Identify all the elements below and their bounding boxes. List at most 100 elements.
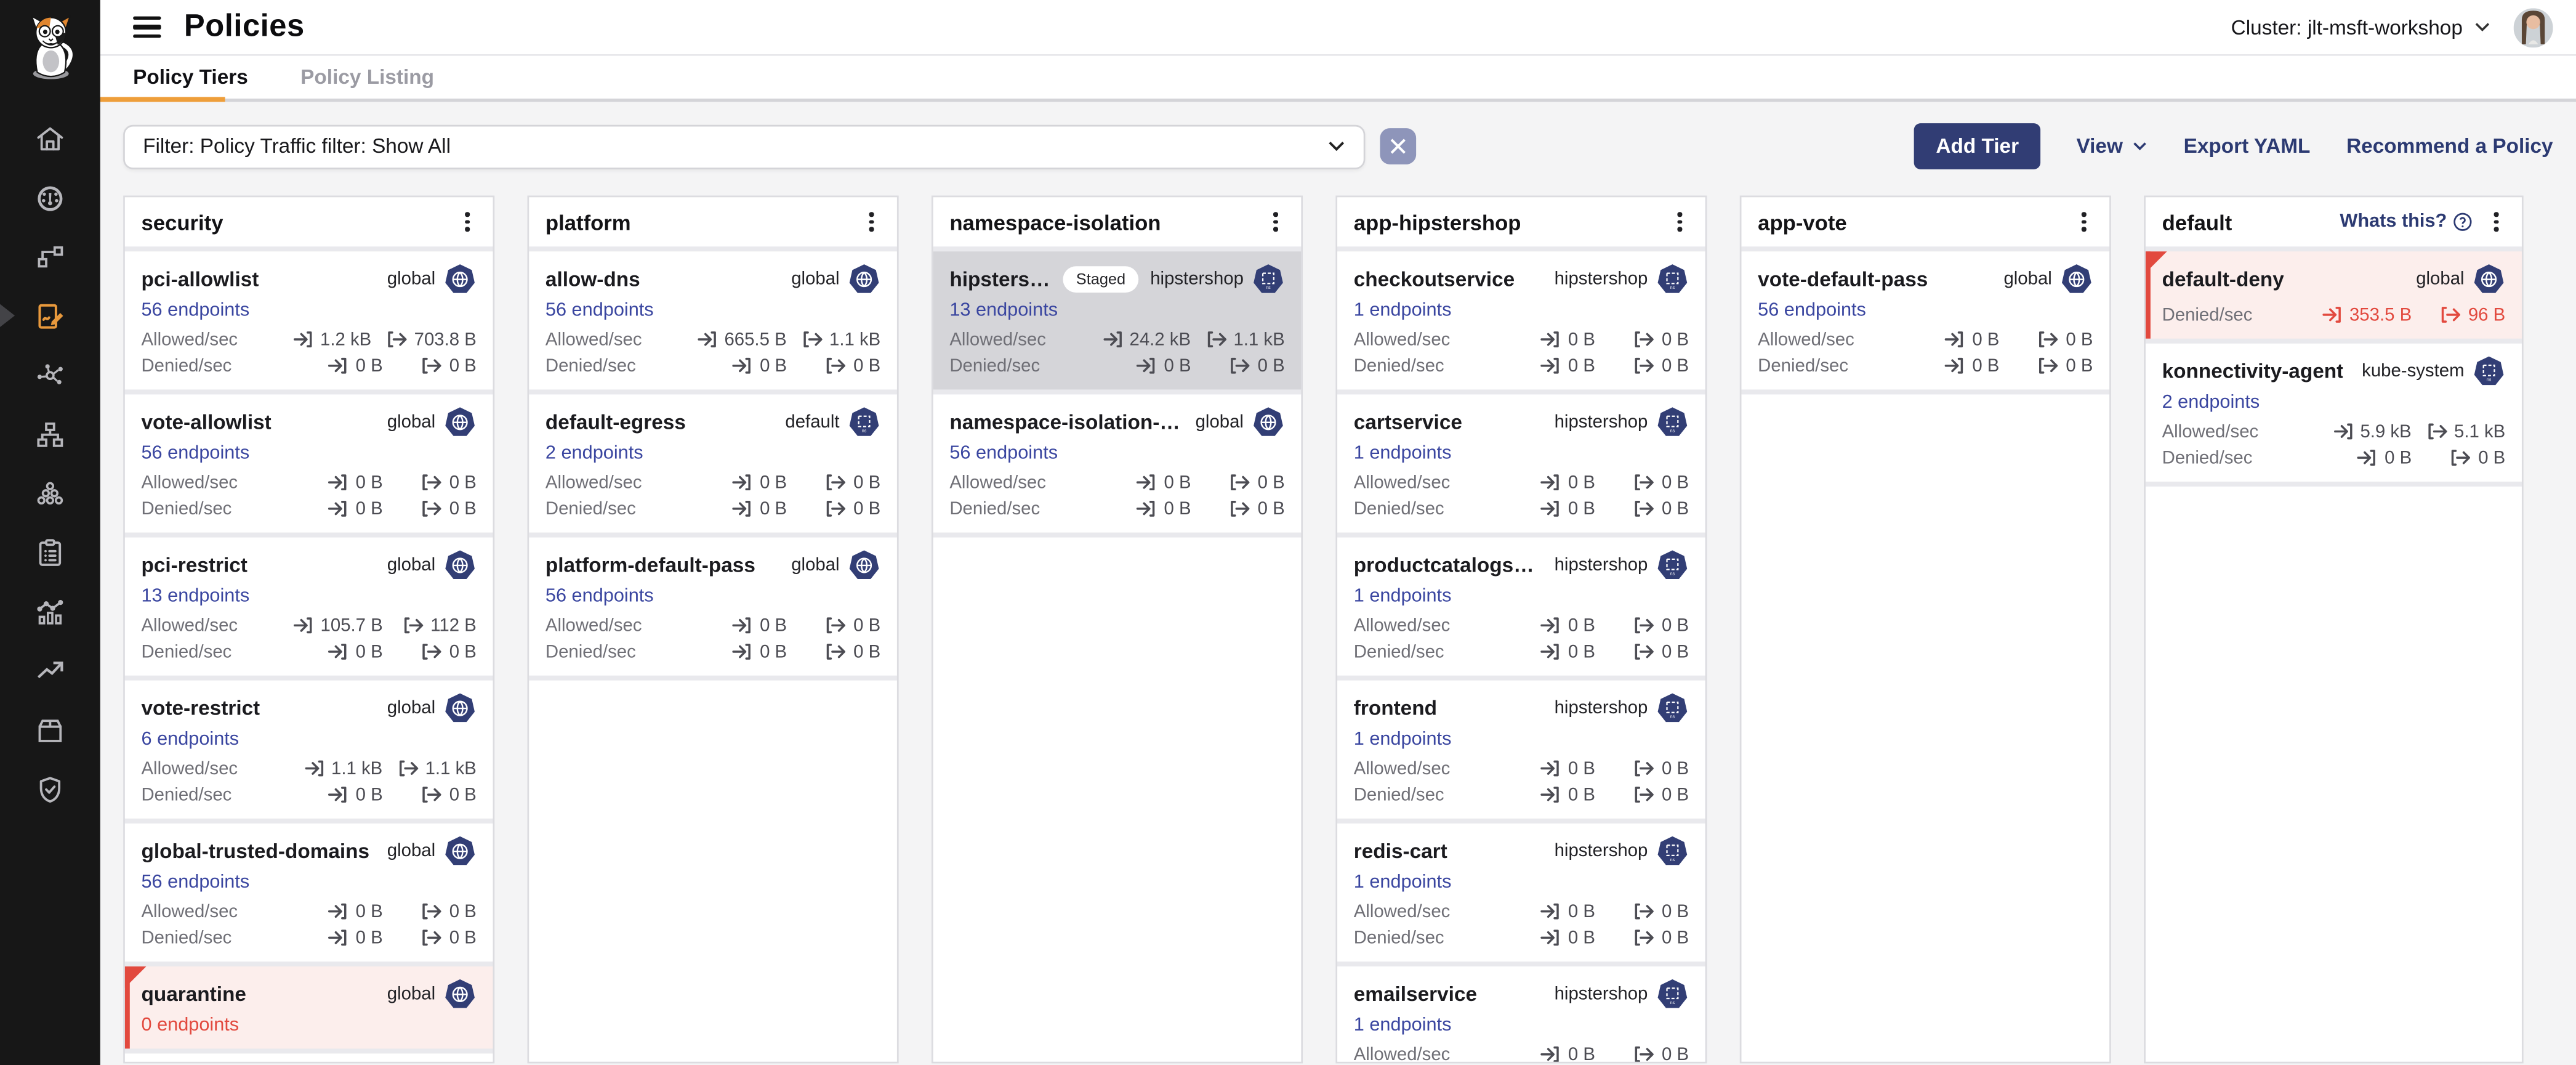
sidebar-item-packages[interactable]	[0, 700, 100, 759]
ingress-value: 0 B	[356, 902, 383, 921]
endpoints-link[interactable]: 1 endpoints	[1354, 873, 1452, 893]
tier-title: platform	[545, 209, 631, 234]
endpoints-link[interactable]: 1 endpoints	[1354, 587, 1452, 607]
namespace-badge-icon: ns	[1656, 549, 1689, 581]
tier-menu-kebab-icon[interactable]	[459, 207, 477, 237]
stat-label: Denied/sec	[141, 785, 231, 804]
egress-arrow-icon	[421, 472, 443, 493]
policy-card[interactable]: default-egress default ns 2 endpoints Al…	[529, 394, 897, 532]
endpoints-link[interactable]: 6 endpoints	[141, 730, 239, 750]
policy-card[interactable]: allow-dns global 56 endpoints Allowed/se…	[529, 251, 897, 389]
endpoints-link[interactable]: 56 endpoints	[141, 873, 249, 893]
policy-card[interactable]: vote-default-pass global 56 endpoints Al…	[1741, 251, 2109, 389]
global-badge-icon	[848, 549, 880, 581]
sidebar-item-metrics[interactable]	[0, 582, 100, 641]
endpoints-link[interactable]: 13 endpoints	[141, 587, 249, 607]
policy-card[interactable]: emailservice hipstershop ns 1 endpoints …	[1337, 966, 1705, 1063]
policy-card[interactable]: konnectivity-agent kube-system ns 2 endp…	[2146, 344, 2522, 482]
policy-card[interactable]: global-trusted-domains global 56 endpoin…	[125, 824, 493, 962]
sidebar-item-trends[interactable]	[0, 641, 100, 700]
stat-label: Allowed/sec	[1354, 758, 1451, 778]
denied-per-sec-row: Denied/sec 0 B 0 B	[1354, 784, 1689, 806]
endpoints-link[interactable]: 0 endpoints	[141, 1016, 239, 1035]
endpoints-link[interactable]: 13 endpoints	[949, 301, 1058, 320]
recommend-policy-button[interactable]: Recommend a Policy	[2346, 135, 2553, 158]
policy-card[interactable]: vote-restrict global 6 endpoints Allowed…	[125, 681, 493, 819]
policy-card[interactable]: frontend hipstershop ns 1 endpoints Allo…	[1337, 681, 1705, 819]
endpoints-link[interactable]: 56 endpoints	[141, 301, 249, 320]
ingress-value: 0 B	[1568, 928, 1595, 947]
sidebar-item-cluster-nodes[interactable]	[0, 463, 100, 522]
policy-traffic-filter-select[interactable]: Filter: Policy Traffic filter: Show All	[123, 124, 1365, 168]
sidebar-item-network-tree[interactable]	[0, 404, 100, 463]
global-badge-icon	[443, 549, 476, 581]
egress-value: 0 B	[853, 642, 880, 662]
denied-per-sec-row: Denied/sec 0 B 0 B	[1354, 498, 1689, 520]
endpoints-link[interactable]: 2 endpoints	[2162, 393, 2260, 413]
policy-card[interactable]: pci-restrict global 13 endpoints Allowed…	[125, 538, 493, 676]
endpoints-link[interactable]: 56 endpoints	[545, 587, 654, 607]
ingress-arrow-icon	[732, 472, 754, 493]
policy-card[interactable]: checkoutservice hipstershop ns 1 endpoin…	[1337, 251, 1705, 389]
policy-name: frontend	[1354, 697, 1437, 719]
clear-filter-button[interactable]	[1380, 128, 1416, 164]
sidebar-item-flow-visualizations[interactable]	[0, 345, 100, 404]
add-tier-button[interactable]: Add Tier	[1915, 123, 2040, 169]
endpoints-link[interactable]: 1 endpoints	[1354, 1016, 1452, 1035]
policy-card[interactable]: namespace-isolation-default-p… global 56…	[933, 394, 1302, 532]
policy-card[interactable]: default-deny global Denied/sec 353.5 B 9…	[2146, 251, 2522, 338]
tier-help-link[interactable]: Whats this?	[2340, 212, 2473, 232]
policy-card[interactable]: quarantine global 0 endpoints	[125, 966, 493, 1048]
sidebar-item-home[interactable]	[0, 108, 100, 168]
policy-card[interactable]: cartservice hipstershop ns 1 endpoints A…	[1337, 394, 1705, 532]
tier-empty-space	[933, 538, 1302, 1062]
tier-menu-kebab-icon[interactable]	[2488, 207, 2505, 237]
hamburger-menu-icon[interactable]	[133, 16, 161, 38]
endpoints-link[interactable]: 56 endpoints	[545, 301, 654, 320]
tab-policy-listing[interactable]: Policy Listing	[300, 66, 434, 89]
export-yaml-button[interactable]: Export YAML	[2184, 135, 2311, 158]
ingress-value: 0 B	[1568, 356, 1595, 376]
ingress-value: 105.7 B	[321, 615, 383, 635]
tier-menu-kebab-icon[interactable]	[1672, 207, 1689, 237]
endpoints-link[interactable]: 2 endpoints	[545, 443, 643, 463]
sidebar-item-security[interactable]	[0, 759, 100, 819]
tier-menu-kebab-icon[interactable]	[2075, 207, 2093, 237]
policy-card[interactable]: security-default-pass global	[125, 1053, 493, 1063]
policy-name: pci-allowlist	[141, 268, 259, 291]
tier-menu-kebab-icon[interactable]	[1267, 207, 1284, 237]
sidebar-item-service-graph[interactable]	[0, 227, 100, 286]
sidebar-item-dashboard[interactable]	[0, 168, 100, 227]
endpoints-link[interactable]: 56 endpoints	[949, 443, 1058, 463]
cluster-selector[interactable]: Cluster: jlt-msft-workshop	[2231, 15, 2491, 38]
endpoints-link[interactable]: 56 endpoints	[141, 443, 249, 463]
endpoints-link[interactable]: 1 endpoints	[1354, 443, 1452, 463]
egress-arrow-icon	[421, 784, 443, 806]
global-badge-icon	[443, 263, 476, 296]
tab-policy-tiers[interactable]: Policy Tiers	[133, 66, 248, 89]
denied-per-sec-row: Denied/sec 0 B 0 B	[949, 498, 1284, 520]
ingress-arrow-icon	[732, 498, 754, 520]
sidebar-item-compliance[interactable]	[0, 523, 100, 582]
trend-arrow-icon	[34, 655, 66, 686]
sidebar-item-policies[interactable]	[0, 286, 100, 345]
egress-arrow-icon	[2440, 304, 2461, 326]
user-avatar[interactable]	[2514, 7, 2553, 47]
policy-card[interactable]: pci-allowlist global 56 endpoints Allowe…	[125, 251, 493, 389]
namespace-badge-icon: ns	[1656, 263, 1689, 296]
global-badge-icon	[1252, 406, 1284, 439]
ingress-arrow-icon	[2357, 447, 2378, 469]
policy-scope-label: global	[1196, 413, 1244, 432]
endpoints-link[interactable]: 56 endpoints	[1758, 301, 1866, 320]
egress-value: 0 B	[449, 785, 477, 804]
tier-menu-kebab-icon[interactable]	[863, 207, 880, 237]
policy-card[interactable]: vote-allowlist global 56 endpoints Allow…	[125, 394, 493, 532]
endpoints-link[interactable]: 1 endpoints	[1354, 301, 1452, 320]
view-dropdown[interactable]: View	[2076, 135, 2147, 158]
policy-card[interactable]: productcatalogservice hipstershop ns 1 e…	[1337, 538, 1705, 676]
policy-card[interactable]: hipstershop-gh… Staged hipstershop ns 13…	[933, 251, 1302, 389]
policy-card[interactable]: redis-cart hipstershop ns 1 endpoints Al…	[1337, 824, 1705, 962]
endpoints-link[interactable]: 1 endpoints	[1354, 730, 1452, 750]
policy-card[interactable]: platform-default-pass global 56 endpoint…	[529, 538, 897, 676]
denied-per-sec-row: Denied/sec 0 B 0 B	[545, 498, 880, 520]
